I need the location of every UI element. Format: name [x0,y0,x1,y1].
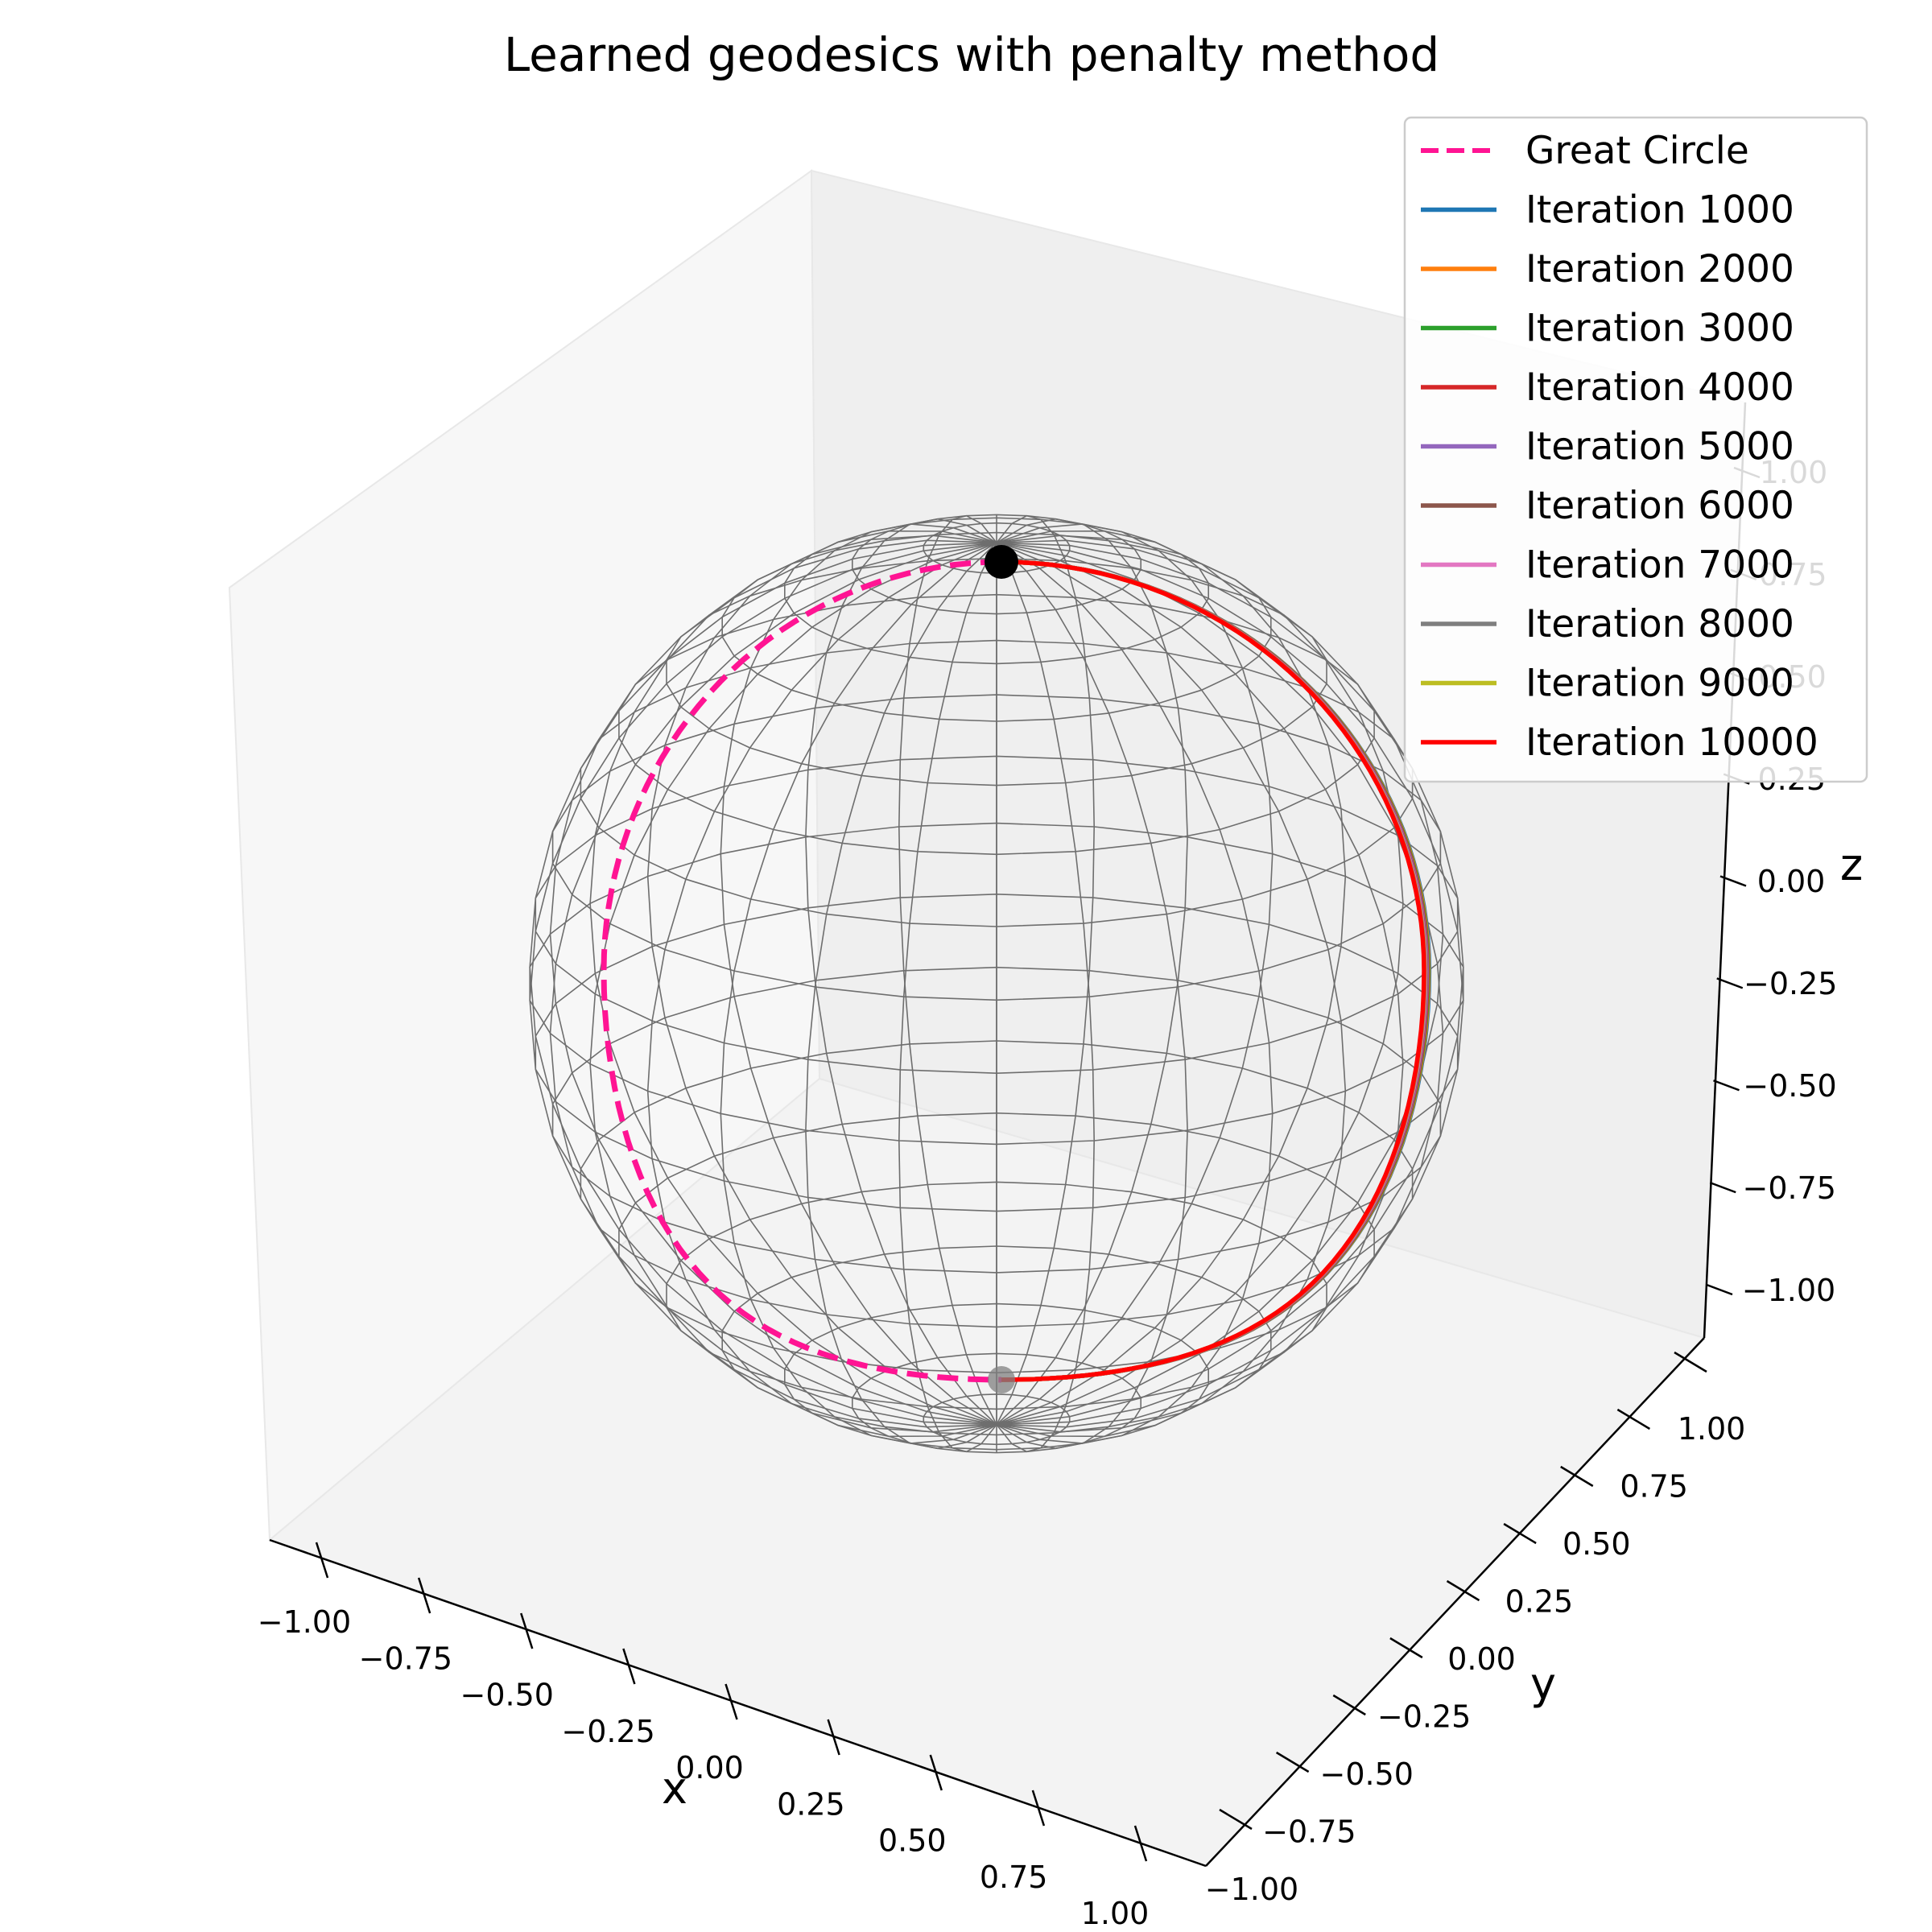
x-tick-label: 0.25 [777,1786,845,1822]
x-tick-mark [315,1542,329,1579]
z-tick-mark [1713,1080,1740,1092]
legend-box [1403,116,1868,783]
y-axis-line [1205,1337,1705,1867]
x-tick-mark [417,1577,431,1614]
x-axis-line [269,1538,1207,1868]
x-tick-mark [1031,1790,1046,1827]
x-tick-label: −1.00 [258,1604,351,1640]
parallel-line [580,1040,1414,1328]
y-tick-mark [1332,1694,1366,1716]
x-tick-mark [724,1683,738,1720]
y-tick-mark [1275,1751,1310,1773]
y-tick-mark [1446,1579,1480,1602]
parallel-line [618,1112,1375,1374]
legend-label: Iteration 2000 [1525,247,1794,291]
parallel-line [666,1181,1327,1410]
parallel-line [783,517,1209,665]
endpoint-marker-0 [985,545,1018,579]
parallel-line [783,1302,1209,1451]
z-axis-label: z [1840,840,1863,890]
z-tick-label: −0.50 [1743,1068,1836,1104]
parallel-line [580,639,1414,927]
z-tick-label: 0.00 [1757,864,1826,899]
y-axis-label: y [1530,1658,1556,1709]
x-tick-label: 1.00 [1081,1896,1150,1931]
parallel-line [535,755,1459,1074]
x-tick-mark [520,1612,534,1649]
legend: Great Circle Iteration 1000 Iteration 2000… [1403,116,1868,783]
parallel-line [529,822,1464,1146]
z-tick-mark [1716,977,1744,989]
y-tick-mark [1616,1408,1651,1430]
z-tick-label: −0.75 [1743,1170,1836,1206]
parallel-line [535,893,1459,1212]
legend-label: Iteration 6000 [1525,484,1794,528]
y-tick-label: 0.00 [1447,1641,1516,1677]
x-tick-mark [622,1648,636,1685]
x-axis-label: x [662,1763,687,1814]
x-tick-label: 0.50 [878,1823,947,1859]
endpoint-markers [985,545,1018,1393]
sphere-wireframe [529,514,1464,1454]
z-tick-mark [1706,1283,1733,1296]
series-line-0 [601,559,1002,1383]
y-tick-mark [1674,1351,1707,1373]
x-tick-mark [827,1719,840,1756]
y-tick-label: −0.25 [1377,1699,1471,1735]
z-tick-label: −1.00 [1742,1273,1835,1308]
legend-label: Iteration 4000 [1525,365,1794,410]
z-tick-mark [1709,1181,1736,1194]
chart-title: Learned geodesics with penalty method [504,27,1439,82]
x-tick-label: 0.00 [675,1750,744,1785]
parallel-line [852,1352,1141,1454]
parallel-line [551,694,1442,1001]
legend-label: Iteration 10000 [1525,720,1818,765]
y-tick-label: 1.00 [1678,1411,1746,1447]
y-tick-label: −1.00 [1205,1872,1298,1907]
x-tick-label: −0.25 [561,1714,654,1749]
x-tick-label: −0.50 [460,1678,554,1713]
y-tick-label: 0.50 [1563,1526,1631,1562]
parallel-line [721,531,1272,722]
series-line-10 [1001,559,1426,1382]
parallel-line [551,966,1442,1274]
legend-label: Iteration 9000 [1525,662,1794,706]
x-tick-mark [1133,1825,1148,1862]
z-tick-mark [1719,875,1747,887]
y-tick-mark [1560,1465,1594,1488]
x-tick-mark [929,1754,943,1791]
y-tick-label: −0.50 [1320,1757,1414,1792]
parallel-line [852,514,1141,615]
legend-label: Iteration 8000 [1525,602,1794,646]
y-tick-label: 0.75 [1620,1469,1688,1505]
y-tick-label: 0.25 [1505,1584,1574,1620]
y-tick-label: −0.75 [1262,1814,1356,1850]
parallel-line [618,593,1375,856]
y-tick-mark [1219,1808,1253,1831]
legend-label: Iteration 5000 [1525,425,1794,469]
x-tick-label: −0.75 [359,1641,452,1676]
parallel-line [721,1245,1272,1436]
y-tick-mark [1389,1637,1423,1659]
x-tick-label: 0.75 [980,1860,1048,1895]
parallel-line [923,1393,1071,1446]
legend-label: Great Circle [1525,129,1749,173]
y-tick-mark [1503,1522,1537,1545]
z-tick-label: −0.25 [1744,966,1837,1001]
endpoint-marker-1 [988,1366,1015,1393]
legend-label: Iteration 1000 [1525,188,1794,233]
legend-label: Iteration 3000 [1525,307,1794,351]
legend-label: Iteration 7000 [1525,543,1794,588]
geodesic-paths [601,559,1432,1383]
